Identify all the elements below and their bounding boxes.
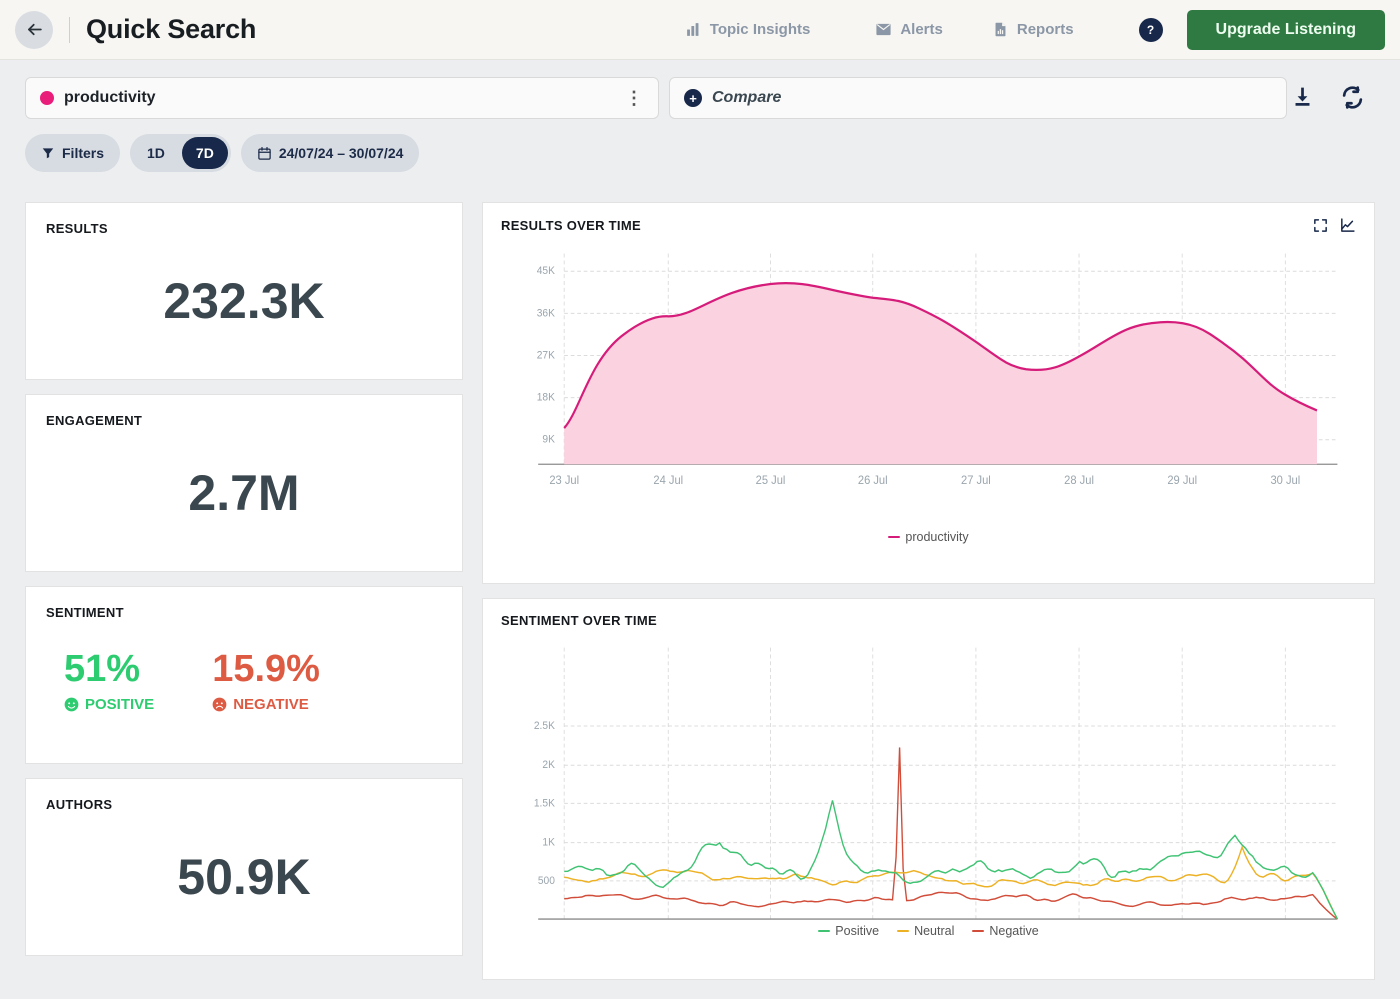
svg-text:1K: 1K <box>542 836 554 848</box>
svg-text:27 Jul: 27 Jul <box>961 475 991 487</box>
svg-text:23 Jul: 23 Jul <box>549 475 579 487</box>
svg-text:29 Jul: 29 Jul <box>1167 475 1197 487</box>
svg-text:45K: 45K <box>537 265 555 277</box>
svg-text:30 Jul: 30 Jul <box>1270 475 1300 487</box>
svg-text:24 Jul: 24 Jul <box>653 475 683 487</box>
svg-text:26 Jul: 26 Jul <box>858 475 888 487</box>
svg-text:2.5K: 2.5K <box>534 720 555 732</box>
svg-text:28 Jul: 28 Jul <box>1064 475 1094 487</box>
svg-text:25 Jul: 25 Jul <box>756 475 786 487</box>
svg-text:9K: 9K <box>542 434 554 446</box>
svg-text:2K: 2K <box>542 759 554 771</box>
svg-text:27K: 27K <box>537 349 555 361</box>
svg-text:36K: 36K <box>537 307 555 319</box>
svg-text:1.5K: 1.5K <box>534 797 555 809</box>
svg-text:500: 500 <box>538 875 555 887</box>
svg-text:18K: 18K <box>537 391 555 403</box>
